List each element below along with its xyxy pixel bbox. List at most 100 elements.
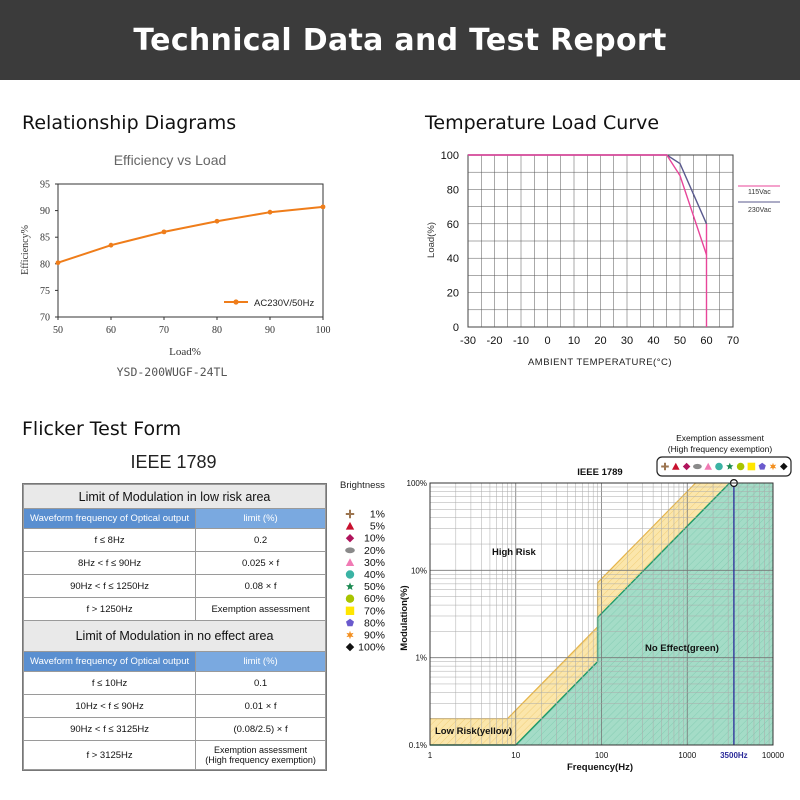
no-effect-limit-cell: Exemption assessment (High frequency exe…: [195, 740, 326, 770]
temperature-x-tick-label: 40: [647, 335, 659, 347]
no-effect-table-title: Limit of Modulation in no effect area: [23, 620, 326, 652]
low-risk-limit-cell: Exemption assessment: [195, 597, 326, 621]
efficiency-y-tick-label: 75: [40, 286, 50, 297]
efficiency-x-tick-label: 80: [212, 325, 222, 336]
section-title-flicker: Flicker Test Form: [22, 418, 182, 440]
efficiency-plot-frame: [57, 183, 324, 318]
standard-heading: IEEE 1789: [130, 452, 217, 472]
temperature-y-label: Load(%): [426, 222, 437, 258]
exemption-title-line2: (High frequency exemption): [668, 444, 773, 454]
brightness-marker-1pct: [345, 509, 355, 519]
temperature-x-tick-label: -30: [460, 335, 476, 347]
brightness-legend: Brightness 1%5%10%20%30%40%50%60%70%80%9…: [340, 480, 385, 654]
temperature-x-tick-label: 70: [727, 335, 739, 347]
low-risk-freq-cell: f > 1250Hz: [22, 597, 197, 621]
marker-frequency-label: 3500Hz: [720, 751, 748, 760]
low-risk-limit-cell: 0.2: [195, 528, 326, 552]
efficiency-y-tick-label: 80: [40, 259, 50, 270]
brightness-level-label: 80%: [364, 617, 385, 629]
brightness-legend-title: Brightness: [340, 480, 385, 491]
flicker-x-tick-label: 100: [595, 751, 609, 760]
temperature-x-tick-label: 20: [594, 335, 606, 347]
flicker-x-tick-label: 10: [511, 751, 520, 760]
efficiency-y-tick-label: 90: [40, 206, 50, 217]
exemption-marker-1pct: [661, 462, 669, 471]
temperature-y-tick-label: 60: [447, 219, 459, 231]
flicker-y-tick-label: 0.1%: [409, 741, 427, 750]
efficiency-legend: AC230V/50Hz: [224, 298, 314, 309]
brightness-marker-5pct: [345, 521, 355, 530]
brightness-level-label: 70%: [364, 605, 385, 617]
efficiency-x-tick-label: 70: [159, 325, 169, 336]
model-name: YSD-200WUGF-24TL: [117, 365, 228, 379]
exemption-marker-60pct: [736, 462, 745, 471]
no-effect-limit-line1: Exemption assessment: [214, 745, 308, 755]
flicker-x-tick-label: 1: [428, 751, 433, 760]
brightness-level-label: 100%: [358, 642, 385, 654]
efficiency-y-tick-label: 85: [40, 233, 50, 244]
temperature-x-tick-label: 10: [568, 335, 580, 347]
section-title-temperature: Temperature Load Curve: [425, 112, 660, 134]
exemption-callout: Exemption assessment (High frequency exe…: [656, 433, 792, 477]
flicker-chart-title: IEEE 1789: [577, 467, 622, 478]
low-risk-label: Low Risk(yellow): [435, 726, 512, 737]
exemption-marker-40pct: [715, 462, 723, 471]
efficiency-x-label: Load%: [169, 346, 201, 358]
efficiency-data-point: [214, 218, 220, 224]
brightness-marker-40pct: [345, 570, 355, 579]
efficiency-data-point: [55, 260, 61, 266]
brightness-marker-20pct: [345, 547, 355, 554]
temperature-load-chart: -30 -20 -10 0 10 20 30 40 50 60 70 0 20 40 60 80 100 AMB…: [426, 150, 780, 368]
exemption-marker-box: [656, 456, 792, 477]
brightness-level-label: 5%: [370, 521, 385, 533]
efficiency-legend-label: AC230V/50Hz: [254, 298, 314, 309]
brightness-level-label: 90%: [364, 630, 385, 642]
low-risk-table: Limit of Modulation in low risk area Wav…: [22, 484, 326, 621]
temperature-x-tick-label: 60: [700, 335, 712, 347]
table-row: f > 1250Hz Exemption assessment: [22, 597, 326, 621]
temperature-x-tick-label: 50: [674, 335, 686, 347]
temperature-y-tick-label: 0: [453, 322, 459, 334]
table-row: 90Hz < f ≤ 1250Hz 0.08 × f: [22, 574, 326, 598]
low-risk-col-frequency: Waveform frequency of Optical output: [22, 508, 197, 529]
flicker-x-tick-label: 10000: [762, 751, 785, 760]
efficiency-y-tick-label: 95: [40, 180, 50, 191]
brightness-marker-100pct: [345, 642, 355, 652]
no-effect-label: No Effect(green): [645, 643, 719, 654]
no-effect-col-frequency: Waveform frequency of Optical output: [22, 651, 197, 672]
brightness-marker-30pct: [345, 558, 355, 566]
section-title-relationship: Relationship Diagrams: [22, 112, 237, 134]
exemption-marker-80pct: [758, 462, 766, 470]
flicker-y-tick-label: 10%: [411, 566, 427, 575]
brightness-level-label: 60%: [364, 593, 385, 605]
flicker-y-label: Modulation(%): [399, 585, 410, 650]
header-banner: Technical Data and Test Report: [0, 0, 800, 80]
exemption-title-line1: Exemption assessment: [676, 433, 765, 443]
no-effect-table: Limit of Modulation in no effect area Wa…: [22, 620, 326, 770]
exemption-marker-70pct: [747, 462, 756, 471]
flicker-x-tick-label: 1000: [678, 751, 696, 760]
no-effect-limit-cell: 0.01 × f: [195, 694, 326, 718]
temperature-x-tick-label: 30: [621, 335, 633, 347]
table-row: f ≤ 8Hz 0.2: [22, 528, 326, 552]
low-risk-limit-cell: 0.08 × f: [195, 574, 326, 598]
low-risk-freq-cell: 8Hz < f ≤ 90Hz: [22, 551, 197, 575]
efficiency-x-tick-label: 50: [53, 325, 63, 336]
temperature-legend-115: 115Vac: [748, 189, 771, 196]
no-effect-limit-cell: 0.1: [195, 671, 326, 695]
low-risk-limit-cell: 0.025 × f: [195, 551, 326, 575]
efficiency-x-tick-label: 60: [106, 325, 116, 336]
no-effect-limit-line2: (High frequency exemption): [205, 755, 316, 765]
temperature-y-tick-label: 20: [447, 288, 459, 300]
no-effect-limit-cell: (0.08/2.5) × f: [195, 717, 326, 741]
modulation-limit-table: Limit of Modulation in low risk area Wav…: [22, 483, 327, 771]
exemption-marker-5pct: [672, 462, 680, 470]
temperature-x-tick-label: -20: [487, 335, 503, 347]
brightness-level-label: 1%: [370, 509, 385, 521]
exemption-marker-10pct: [682, 462, 691, 471]
flicker-plot-frame: [429, 482, 774, 746]
exemption-marker-50pct: [726, 462, 734, 470]
low-risk-freq-cell: 90Hz < f ≤ 1250Hz: [22, 574, 197, 598]
low-risk-col-limit: limit (%): [195, 508, 326, 529]
exemption-marker-20pct: [693, 463, 702, 470]
